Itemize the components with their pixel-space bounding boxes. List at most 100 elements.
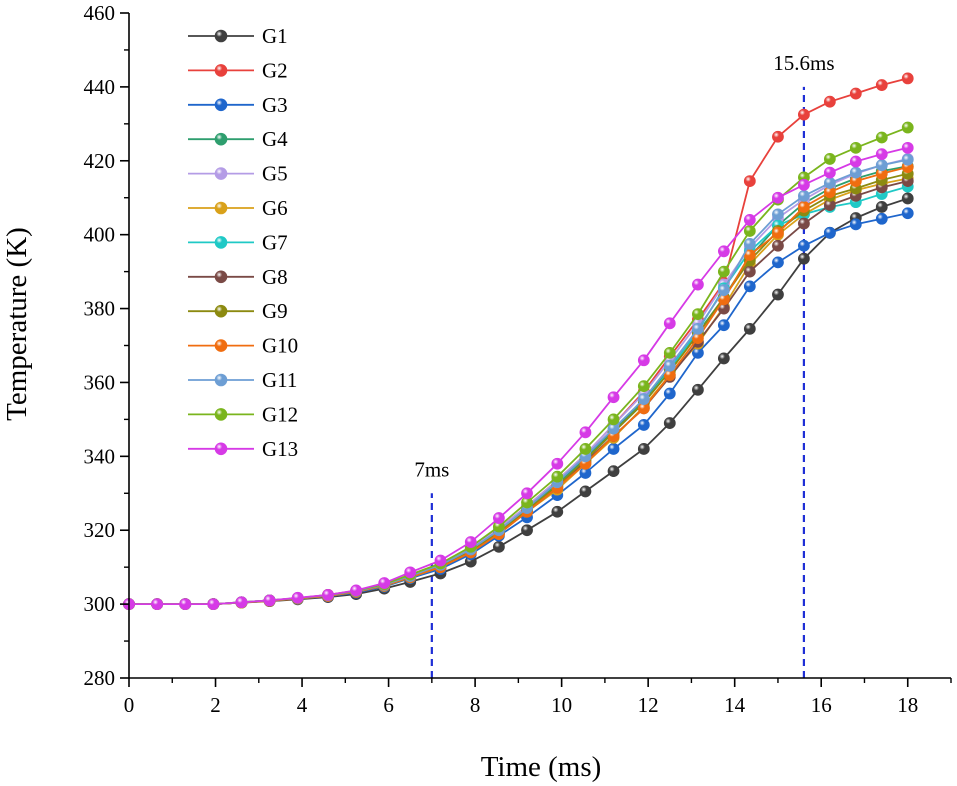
data-point: [378, 577, 391, 589]
data-point: [692, 278, 704, 291]
annotation-label: 7ms: [414, 457, 449, 481]
legend-item-g11: G11: [188, 368, 297, 392]
data-point: [551, 470, 564, 483]
y-tick-label: 360: [84, 370, 116, 394]
legend-item-g10: G10: [188, 334, 298, 358]
x-tick-label: 14: [724, 693, 746, 717]
legend-item-g1: G1: [188, 24, 288, 48]
y-tick-label: 440: [84, 75, 116, 99]
x-tick-label: 12: [638, 693, 659, 717]
data-point: [798, 239, 810, 252]
data-point: [875, 131, 888, 144]
data-point: [875, 201, 888, 213]
y-tick-label: 280: [84, 666, 116, 690]
legend-item-g8: G8: [188, 265, 288, 289]
legend-swatch-marker: [214, 29, 228, 43]
data-point: [607, 413, 620, 426]
series-g8: [123, 175, 914, 611]
data-point: [579, 426, 592, 439]
series-g12: [123, 121, 914, 611]
x-axis-title: Time (ms): [481, 751, 602, 783]
legend-swatch-marker: [214, 201, 228, 215]
annotation-label: 15.6ms: [773, 51, 834, 75]
data-point: [849, 87, 862, 100]
legend-swatch-marker: [214, 442, 228, 456]
data-point: [579, 443, 592, 455]
data-point: [492, 512, 505, 524]
legend-swatch-marker: [214, 236, 228, 249]
y-tick-label: 300: [84, 592, 116, 616]
data-point: [717, 284, 730, 296]
series-g6: [123, 172, 914, 611]
series-g10: [123, 161, 914, 611]
legend-swatch-marker: [214, 132, 228, 146]
data-point: [772, 208, 784, 221]
legend-label: G7: [262, 230, 288, 254]
data-point: [772, 191, 784, 204]
data-point: [901, 141, 914, 154]
data-point: [235, 596, 248, 609]
x-tick-label: 10: [551, 693, 572, 717]
x-tick-label: 6: [383, 693, 394, 717]
legend-item-g9: G9: [188, 299, 288, 323]
data-point: [823, 95, 836, 108]
series-line: [129, 158, 908, 605]
legend-label: G10: [262, 334, 298, 358]
data-point: [637, 393, 650, 405]
legend-label: G4: [262, 127, 288, 151]
legend-label: G1: [262, 24, 288, 48]
data-point: [579, 485, 592, 498]
data-point: [901, 72, 914, 85]
data-point: [692, 308, 704, 320]
data-point: [464, 536, 477, 548]
data-point: [717, 352, 730, 365]
data-point: [717, 245, 730, 258]
legend-swatch-marker: [214, 408, 228, 421]
data-point: [179, 598, 192, 611]
y-tick-label: 460: [84, 1, 116, 25]
data-point: [849, 218, 862, 231]
data-point: [849, 141, 862, 154]
x-tick-label: 4: [297, 693, 308, 717]
data-point: [823, 153, 836, 165]
legend-item-g13: G13: [188, 437, 298, 461]
data-point: [772, 239, 784, 252]
legend-label: G8: [262, 265, 288, 289]
data-point: [875, 159, 888, 172]
data-point: [663, 346, 676, 359]
data-point: [607, 391, 620, 404]
data-point: [798, 108, 810, 121]
series-line: [129, 165, 908, 605]
data-point: [823, 166, 836, 179]
data-point: [207, 598, 220, 611]
data-point: [743, 213, 756, 226]
legend-item-g12: G12: [188, 402, 298, 426]
axes-layer: 0 2 4 6 8 10 12 14 16 18 280 300 320 340 360 380 400 420 4…: [84, 1, 952, 717]
legend-label: G13: [262, 437, 298, 461]
series-g3: [123, 207, 914, 611]
data-point: [875, 79, 888, 91]
data-point: [743, 322, 756, 335]
y-tick-label: 380: [84, 297, 116, 321]
data-point: [772, 256, 784, 269]
series-line: [129, 172, 908, 605]
data-point: [743, 225, 756, 237]
legend-label: G9: [262, 299, 288, 323]
legend-label: G11: [262, 368, 297, 392]
data-point: [692, 322, 704, 335]
data-point: [350, 584, 363, 597]
data-point: [637, 380, 650, 393]
legend-label: G2: [262, 58, 288, 82]
data-point: [901, 153, 914, 166]
data-point: [901, 121, 914, 134]
data-point: [637, 443, 650, 455]
data-point: [607, 443, 620, 455]
legend-label: G6: [262, 196, 288, 220]
data-point: [743, 280, 756, 293]
legend-swatch-marker: [214, 304, 228, 318]
data-point: [637, 354, 650, 367]
data-point: [717, 319, 730, 332]
legend-swatch-marker: [214, 339, 228, 352]
legend-label: G12: [262, 402, 298, 426]
legend-swatch-marker: [214, 373, 228, 387]
